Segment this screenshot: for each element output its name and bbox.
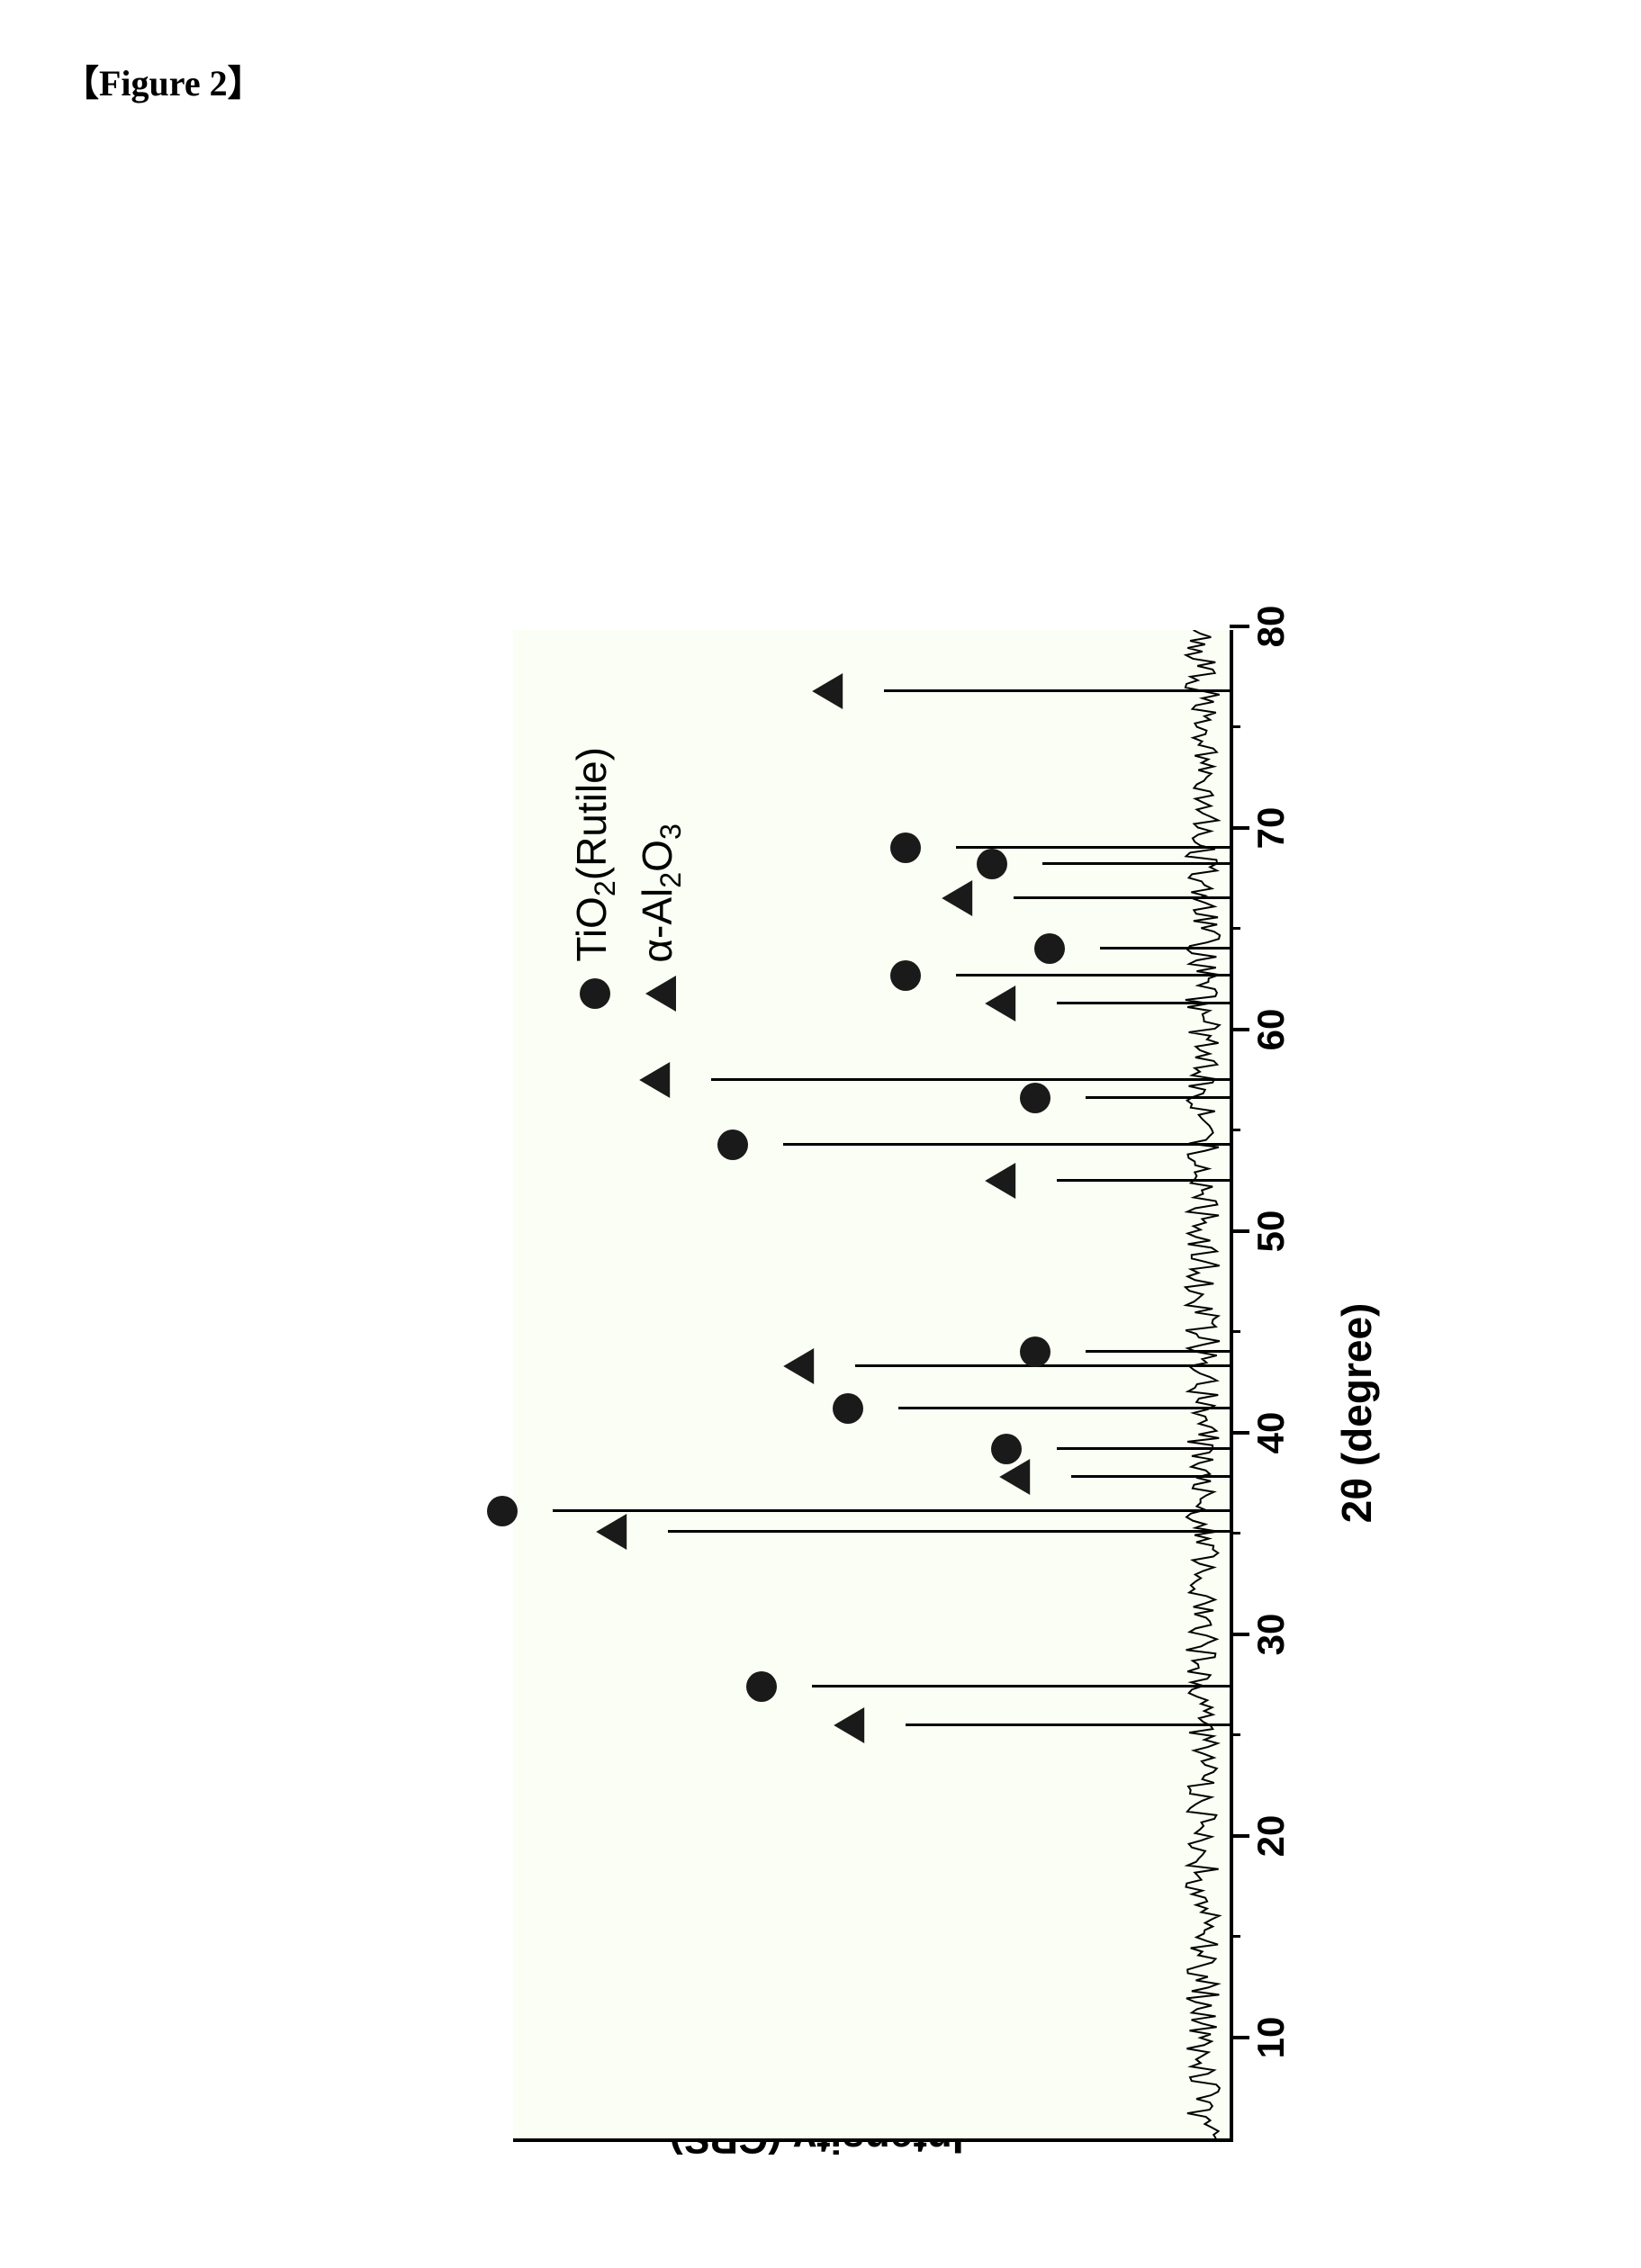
triangle-marker-icon [596,1514,627,1550]
baseline-noise [1176,630,1230,2138]
peak [1086,1096,1230,1099]
peak [1086,1350,1230,1353]
peak [1014,896,1230,899]
triangle-marker-icon [985,986,1015,1022]
x-tick [1230,1834,1249,1838]
peak [711,1078,1230,1081]
legend-item-tio2: TiO2(Rutile) [567,747,622,1009]
peak [1100,947,1230,950]
circle-marker-icon [890,960,921,991]
x-tick [1230,2036,1249,2039]
x-tick-label: 20 [1249,1815,1293,1858]
triangle-marker-icon [942,880,972,916]
x-tick-minor [1230,1129,1240,1131]
circle-marker-icon [1020,1083,1050,1113]
x-tick [1230,1633,1249,1636]
figure-label: 【Figure 2】 [63,54,264,106]
circle-marker-icon [1020,1336,1050,1367]
peak [553,1509,1230,1512]
x-tick-label: 70 [1249,807,1293,850]
circle-marker-icon [487,1496,518,1526]
circle-marker-icon [890,832,921,863]
legend-item-al2o3: α-Al2O3 [633,747,688,1009]
x-tick-label: 80 [1249,606,1293,648]
chart-inner: Intensity (CPS) TiO2(Rutile) α-Al2O3 102… [477,558,1377,2268]
peak [956,846,1230,849]
legend: TiO2(Rutile) α-Al2O3 [567,747,699,1009]
peak [812,1685,1230,1688]
x-tick-label: 30 [1249,1614,1293,1656]
triangle-icon [645,976,676,1012]
x-tick-minor [1230,1532,1240,1534]
circle-marker-icon [1034,933,1065,964]
x-tick [1230,1229,1249,1233]
legend-label: α-Al2O3 [633,824,688,962]
x-tick-minor [1230,1935,1240,1938]
peak [668,1530,1230,1533]
circle-icon [580,978,610,1009]
xrd-chart: Intensity (CPS) TiO2(Rutile) α-Al2O3 102… [432,108,1422,1818]
peak [956,974,1230,976]
peak [1071,1475,1230,1478]
peak [1042,862,1230,865]
peak [884,689,1230,692]
circle-marker-icon [833,1393,863,1424]
triangle-marker-icon [834,1707,864,1743]
x-tick-label: 10 [1249,2017,1293,2059]
peak [783,1143,1230,1146]
x-tick [1230,1028,1249,1031]
triangle-marker-icon [639,1062,670,1098]
peak [1057,1447,1230,1450]
x-tick [1230,1431,1249,1435]
x-tick [1230,625,1249,628]
x-tick-minor [1230,725,1240,728]
plot-area: TiO2(Rutile) α-Al2O3 1020304050607080 [513,630,1233,2142]
peak [906,1724,1230,1726]
legend-label: TiO2(Rutile) [567,747,622,962]
triangle-marker-icon [783,1348,814,1384]
peak [898,1407,1230,1409]
circle-marker-icon [717,1130,748,1160]
peak [1057,1179,1230,1182]
x-tick-minor [1230,927,1240,930]
circle-marker-icon [977,849,1007,879]
x-tick-label: 40 [1249,1412,1293,1454]
peak [1057,1002,1230,1004]
x-tick-label: 50 [1249,1210,1293,1253]
triangle-marker-icon [999,1459,1030,1495]
circle-marker-icon [746,1671,777,1702]
triangle-marker-icon [985,1163,1015,1199]
x-tick [1230,826,1249,830]
x-tick-minor [1230,1330,1240,1333]
x-tick-minor [1230,1733,1240,1736]
x-axis-label: 2θ (degree) [1332,558,1381,2268]
triangle-marker-icon [812,673,843,709]
x-tick-label: 60 [1249,1009,1293,1051]
circle-marker-icon [991,1434,1022,1464]
